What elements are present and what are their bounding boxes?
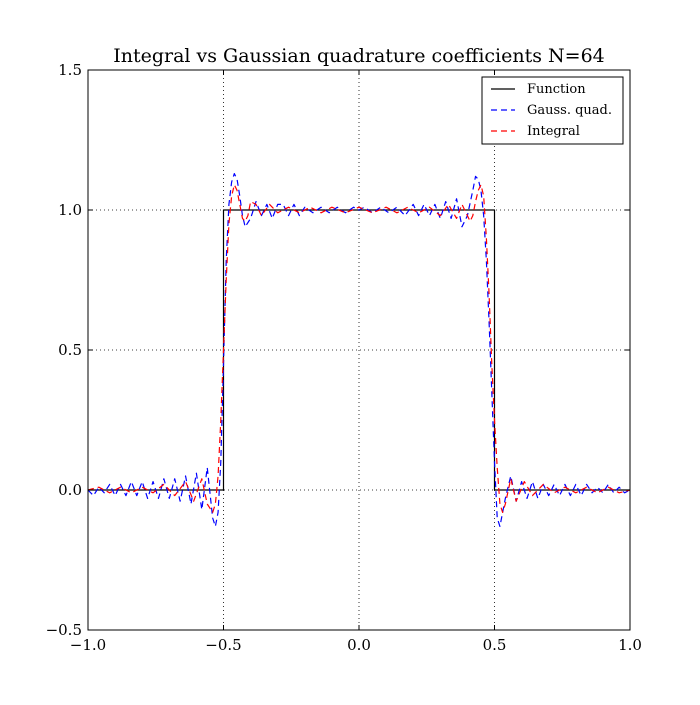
chart-title: Integral vs Gaussian quadrature coeffici…: [113, 45, 605, 67]
legend-label-integral: Integral: [527, 124, 580, 139]
x-tick-label: −0.5: [205, 636, 241, 654]
legend-label-function: Function: [527, 82, 586, 97]
x-tick-label: −1.0: [70, 636, 106, 654]
y-tick-label: 0.5: [58, 341, 82, 359]
x-tick-label: 0.0: [347, 636, 371, 654]
plot-series: [87, 173, 631, 527]
x-tick-label: 0.5: [483, 636, 507, 654]
ticks: −1.0 −0.5 0.0 0.5 1.0−0.50.00.51.01.5: [46, 61, 642, 654]
x-tick-label: 1.0: [618, 636, 642, 654]
y-tick-label: 1.0: [58, 201, 82, 219]
legend-label-gauss-quad: Gauss. quad.: [527, 103, 612, 118]
y-tick-label: 0.0: [58, 481, 82, 499]
y-tick-label: 1.5: [58, 61, 82, 79]
legend: Function Gauss. quad. Integral: [481, 76, 624, 145]
y-tick-label: −0.5: [46, 621, 82, 639]
series-line-integral: [87, 184, 631, 513]
